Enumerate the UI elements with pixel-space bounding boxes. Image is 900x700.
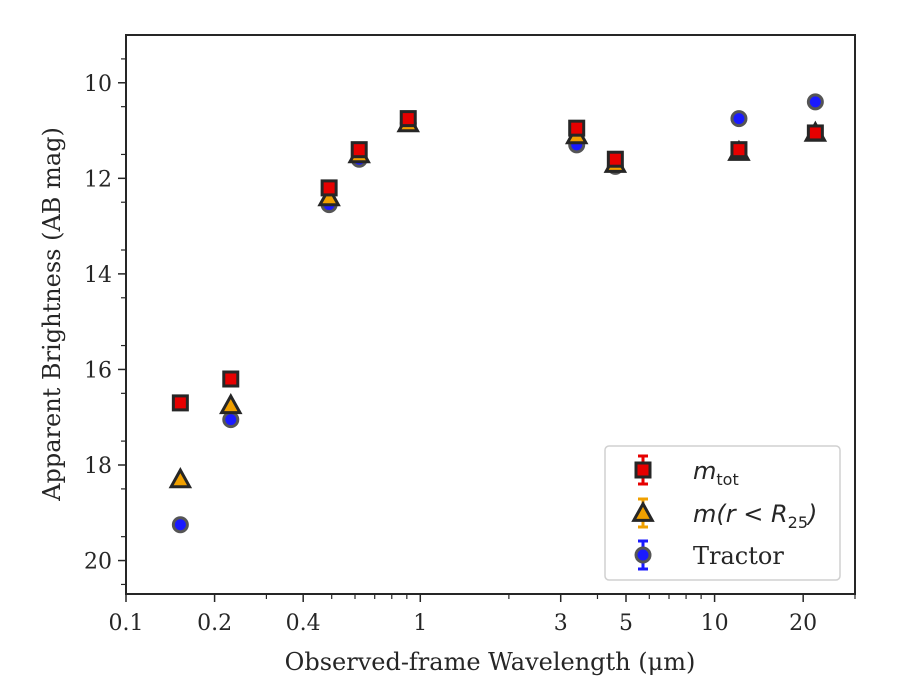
legend-label: mtot bbox=[693, 457, 739, 489]
y-tick-label: 14 bbox=[84, 263, 112, 288]
m-tot-point bbox=[806, 124, 824, 142]
m-tot-point bbox=[606, 150, 624, 168]
m-r25-point bbox=[317, 185, 341, 207]
x-tick-label: 3 bbox=[554, 611, 568, 636]
x-tick-label: 10 bbox=[701, 611, 729, 636]
y-tick-label: 20 bbox=[84, 550, 112, 575]
m-tot-point bbox=[171, 394, 189, 412]
x-tick-label: 0.2 bbox=[197, 611, 232, 636]
tractor-point bbox=[730, 110, 748, 128]
m-tot-point bbox=[222, 370, 240, 388]
legend-marker-triangle bbox=[631, 500, 655, 522]
m-tot-point bbox=[568, 119, 586, 137]
legend-marker-circle bbox=[634, 546, 652, 564]
y-tick-label: 18 bbox=[84, 454, 112, 479]
y-axis: 10 12 14 16 18 20 bbox=[84, 58, 126, 586]
x-tick-label: 1 bbox=[413, 611, 427, 636]
x-tick-label: 0.4 bbox=[286, 611, 321, 636]
legend-marker-square bbox=[634, 461, 652, 479]
y-tick-label: 12 bbox=[84, 167, 112, 192]
y-axis-label: Apparent Brightness (AB mag) bbox=[38, 127, 66, 502]
tractor-point bbox=[171, 516, 189, 534]
plot-frame bbox=[125, 34, 856, 595]
m-tot-point bbox=[399, 110, 417, 128]
x-axis-label: Observed-frame Wavelength (μm) bbox=[285, 648, 696, 676]
m-tot-point bbox=[350, 141, 368, 159]
legend-box bbox=[604, 445, 841, 581]
m-tot-point bbox=[320, 179, 338, 197]
series-m-tot bbox=[171, 110, 824, 412]
x-tick-label: 5 bbox=[619, 611, 633, 636]
m-r25-point bbox=[168, 467, 193, 489]
legend-label: m(r < R25) bbox=[693, 500, 817, 532]
m-tot-point bbox=[730, 141, 748, 159]
plot-marks bbox=[168, 93, 828, 534]
tractor-point bbox=[806, 93, 824, 111]
legend: mtot m(r < R25) Tractor bbox=[604, 445, 841, 581]
tractor-point bbox=[222, 411, 240, 429]
x-axis: 0.1 0.2 0.4 1 3 5 10 20 bbox=[109, 594, 856, 636]
y-tick-label: 16 bbox=[84, 358, 112, 383]
legend-label: Tractor bbox=[693, 542, 784, 570]
m-r25-point bbox=[219, 392, 243, 415]
x-tick-label: 0.1 bbox=[109, 611, 144, 636]
y-tick-label: 10 bbox=[84, 72, 112, 97]
x-tick-label: 20 bbox=[789, 611, 817, 636]
